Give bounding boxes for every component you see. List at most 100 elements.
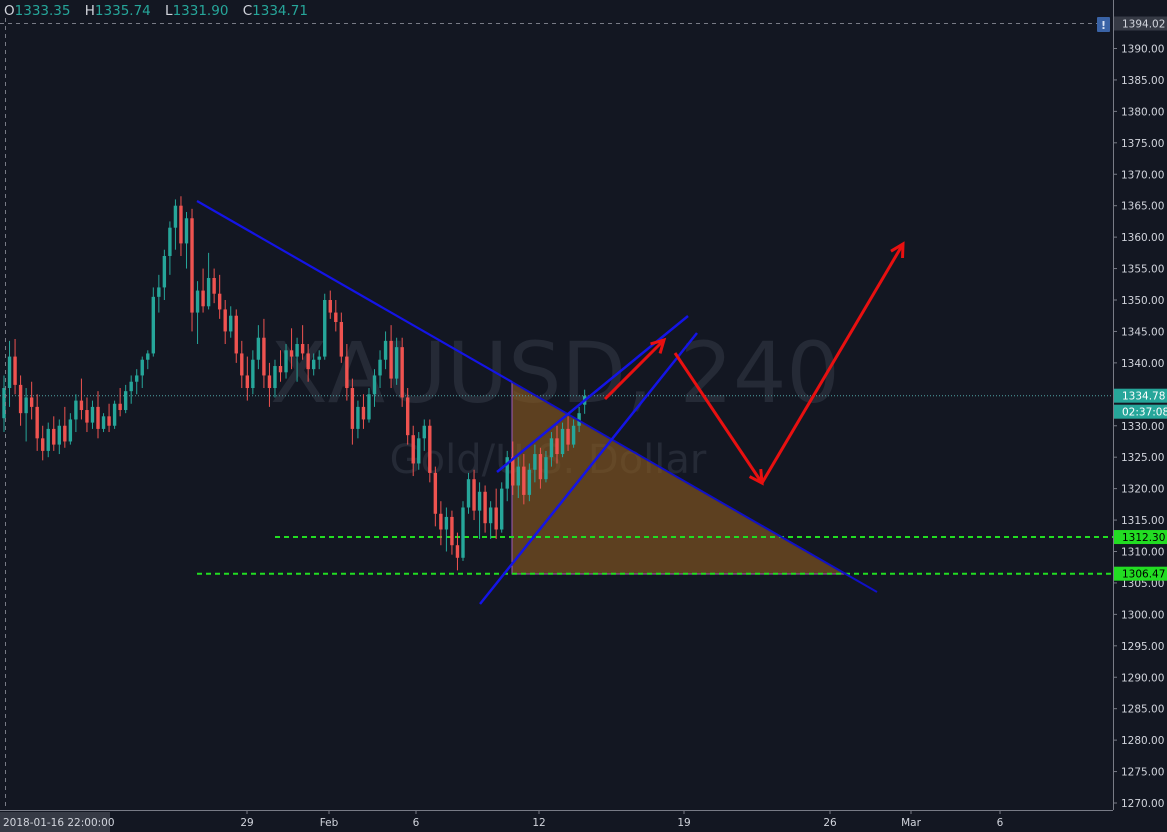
candle-body	[317, 356, 321, 360]
projection-arrow-up-short[interactable]	[603, 338, 666, 401]
candle	[361, 394, 366, 429]
candle	[41, 425, 45, 461]
price-tick-label: 1345.00	[1121, 326, 1164, 338]
level-lower-price-label: 1306.47	[1122, 569, 1165, 581]
price-tick-label: 1365.00	[1121, 201, 1164, 213]
price-tick-label: 1280.00	[1121, 735, 1164, 747]
candle	[168, 221, 172, 275]
candles	[2, 196, 587, 571]
candle-body	[289, 350, 294, 357]
time-tick-label: Mar	[901, 817, 921, 829]
candle	[483, 485, 487, 533]
candle-body	[223, 309, 227, 332]
close-value: 1334.71	[252, 3, 308, 19]
candle-body	[190, 218, 194, 313]
candle	[278, 350, 283, 382]
candle-body	[372, 375, 377, 395]
candle	[411, 425, 415, 477]
current-price-label: 1334.78	[1122, 391, 1165, 403]
time-axis[interactable]: 29 Feb 6 12 19 26 Mar 6 2018-01-16 22:00:00	[0, 810, 1113, 832]
candle	[555, 425, 559, 464]
candle-body	[52, 428, 56, 445]
candle	[85, 397, 89, 433]
candle	[206, 252, 211, 310]
candle-body	[229, 315, 233, 332]
candle-body	[179, 205, 183, 244]
time-tick-label: 12	[532, 817, 545, 829]
candle-body	[157, 287, 161, 297]
candle	[300, 325, 305, 360]
time-tick-label: 6	[413, 817, 420, 829]
candle	[173, 199, 178, 250]
price-axis[interactable]: 1390.00 1385.00 1380.00 1375.00 1370.00 1365.…	[1113, 0, 1167, 832]
price-tick-label: 1315.00	[1121, 515, 1164, 527]
candle	[46, 422, 50, 458]
high-label: H	[84, 3, 95, 19]
trendline-descending-extension[interactable]	[511, 381, 878, 593]
candle	[394, 337, 399, 385]
candle-body	[311, 359, 316, 370]
price-tick-label: 1295.00	[1121, 641, 1164, 653]
candle-body	[500, 488, 504, 530]
candle-body	[284, 350, 288, 373]
price-tick-label: 1380.00	[1121, 106, 1164, 118]
candle	[262, 318, 266, 389]
candle-body	[444, 516, 449, 530]
candle-body	[146, 353, 150, 360]
candle	[466, 472, 471, 514]
candle	[295, 337, 299, 382]
candle	[422, 419, 426, 451]
current-price-label-box	[1114, 388, 1167, 403]
level-upper-price-label: 1312.30	[1122, 532, 1165, 544]
candle	[284, 344, 288, 379]
candle	[229, 306, 233, 338]
crosshair-price-label: 1394.02	[1122, 19, 1165, 31]
candle	[367, 388, 371, 423]
candle	[455, 532, 460, 571]
candle-body	[112, 403, 117, 426]
candle-body	[300, 344, 305, 354]
candle-body	[68, 419, 73, 442]
candle	[162, 249, 167, 300]
candle-body	[505, 457, 509, 489]
time-tick-label: Feb	[320, 817, 339, 829]
candle	[428, 419, 432, 483]
projection-arrow-up-long[interactable]	[760, 243, 905, 484]
candle-body	[57, 425, 61, 445]
candle-body	[367, 394, 371, 420]
channel-line-lower[interactable]	[479, 332, 698, 605]
projection-arrow-down[interactable]	[673, 352, 764, 484]
watermark: XAUUSD, 240 Gold/U.S. Dollar	[270, 324, 840, 483]
candle-body	[450, 516, 454, 546]
candle-body	[356, 406, 360, 429]
candle-body	[90, 406, 95, 423]
trendline-descending[interactable]	[196, 200, 513, 383]
candle	[90, 400, 95, 429]
candle-body	[400, 347, 404, 398]
price-tick-label: 1305.00	[1121, 578, 1164, 590]
candle-body	[162, 255, 167, 288]
candle	[533, 444, 537, 483]
crosshair-price-label-box	[1114, 16, 1167, 31]
candle	[522, 454, 526, 505]
level-lower-price-label-box	[1114, 566, 1167, 581]
candle-body	[129, 381, 133, 392]
candle-body	[511, 457, 515, 486]
candle	[439, 501, 443, 546]
candle	[334, 300, 338, 332]
candle	[560, 422, 565, 458]
candle-body	[123, 391, 128, 411]
projection-arrow-up-short-head	[650, 337, 667, 354]
time-cursor-label: 2018-01-16 22:00:00	[3, 817, 115, 829]
candle	[571, 419, 576, 448]
candle	[405, 388, 410, 445]
alert-icon[interactable]: !	[1097, 17, 1110, 32]
candle-body	[135, 375, 139, 382]
candle	[500, 482, 504, 533]
candle-body	[339, 322, 344, 357]
candle-body	[234, 315, 238, 354]
candle	[52, 416, 56, 451]
candle	[256, 325, 261, 370]
price-tick-label: 1350.00	[1121, 295, 1164, 307]
